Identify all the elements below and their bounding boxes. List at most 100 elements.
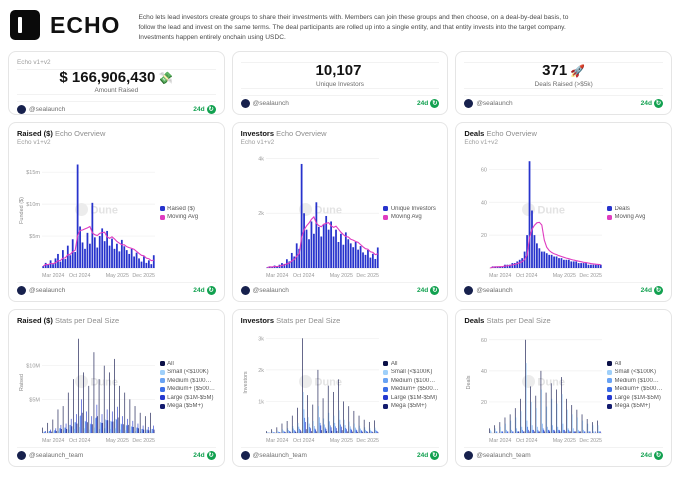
legend-item[interactable]: Medium+ ($500K-$1M) xyxy=(607,386,663,392)
refresh-age-label: 24d xyxy=(416,286,429,294)
avatar xyxy=(240,98,250,108)
legend-swatch-icon xyxy=(159,403,165,409)
card-footer: @sealaunch 24d ↻ xyxy=(240,281,440,295)
legend-item[interactable]: Medium+ ($500K-$1M) xyxy=(383,386,439,392)
unique-investors-value: 10,107 xyxy=(315,62,362,80)
author-link[interactable]: @sealaunch_team xyxy=(17,450,83,460)
legend-item[interactable]: Deals xyxy=(607,206,663,212)
author-link[interactable]: @sealaunch_team xyxy=(464,450,531,460)
author-handle: @sealaunch_team xyxy=(476,451,531,459)
author-link[interactable]: @sealaunch_team xyxy=(240,450,307,460)
legend-item[interactable]: All xyxy=(607,361,663,367)
card-deals-raised: Deals Raised (>$5k) Echo v1+v2 Summary 3… xyxy=(455,50,672,115)
refresh-age-label: 24d xyxy=(416,451,429,459)
dashboard-header: ECHO Echo lets lead investors create gro… xyxy=(8,6,672,51)
legend-item[interactable]: Medium ($100K-$500K) xyxy=(383,378,439,384)
refresh-age-badge[interactable]: 24d ↻ xyxy=(193,285,216,295)
chart-legend: All Small (<$100K) Medium ($100K-$500K) Med… xyxy=(158,327,216,444)
card-deals-overview-chart: Deals Echo Overview Echo v1+v2 20 40 60 Dun… xyxy=(455,121,672,302)
card-footer: @sealaunch_team 24d ↻ xyxy=(464,446,663,460)
legend-item[interactable]: Small (<$100K) xyxy=(607,369,663,375)
author-link[interactable]: @sealaunch xyxy=(464,285,513,295)
legend-label: Small (<$100K) xyxy=(167,369,209,376)
legend-label: Medium+ ($500K-$1M) xyxy=(614,386,663,393)
legend-item[interactable]: Large ($1M-$5M) xyxy=(607,395,663,401)
author-handle: @sealaunch xyxy=(252,286,289,294)
legend-item[interactable]: Mega ($5M+) xyxy=(607,403,663,409)
card-title[interactable]: Deals xyxy=(464,128,485,138)
refresh-age-label: 24d xyxy=(416,99,429,107)
legend-item[interactable]: Large ($1M-$5M) xyxy=(383,395,439,401)
author-link[interactable]: @sealaunch xyxy=(464,98,513,108)
refresh-age-badge[interactable]: 24d ↻ xyxy=(193,105,216,115)
legend-item[interactable]: Small (<$100K) xyxy=(383,369,439,375)
legend-item[interactable]: All xyxy=(159,361,216,367)
legend-swatch-icon xyxy=(159,214,165,220)
investors-overview-chart[interactable]: 2k 4k Dune Mar 2024 Oct 2024 May 2025 Dec 2025 xyxy=(241,148,382,279)
card-title[interactable]: Deals xyxy=(464,315,485,325)
refresh-age-badge[interactable]: 24d ↻ xyxy=(641,285,663,295)
refresh-age-badge[interactable]: 24d ↻ xyxy=(416,450,440,460)
legend-swatch-icon xyxy=(383,403,389,409)
legend-item[interactable]: Medium ($100K-$500K) xyxy=(159,378,216,384)
card-title[interactable]: Raised ($) xyxy=(17,315,53,325)
raised-per-deal-size-chart[interactable]: $5M $10M Raised Dune Mar 2024 Oct 2024 May 202… xyxy=(17,327,158,444)
legend-item[interactable]: Medium+ ($500K-$1M) xyxy=(159,386,216,392)
legend-label: Medium ($100K-$500K) xyxy=(614,377,663,384)
card-title[interactable]: Deals Raised (>$5k) xyxy=(464,58,535,59)
legend-item[interactable]: Mega ($5M+) xyxy=(383,403,439,409)
chart-legend: All Small (<$100K) Medium ($100K-$500K) Med… xyxy=(381,327,439,444)
rocket-emoji: 🚀 xyxy=(570,64,586,79)
investors-per-deal-size-chart[interactable]: 1k 2k 3k Investors Dune Mar 2024 Oct 2024 May 2… xyxy=(241,327,382,444)
svg-text:2k: 2k xyxy=(258,211,264,217)
stat-label: Deals Raised (>$5k) xyxy=(534,80,593,88)
raised-overview-chart[interactable]: $5m $10m $15m Funded ($) Dune Mar 2024 Oct 202… xyxy=(17,148,158,279)
card-header: Deals Echo Overview xyxy=(464,129,663,138)
svg-text:May 2025: May 2025 xyxy=(553,273,576,279)
refresh-age-badge[interactable]: 24d ↻ xyxy=(641,98,663,108)
svg-text:Dune: Dune xyxy=(538,204,566,216)
svg-text:$10M: $10M xyxy=(26,363,40,369)
stat-value: 10,107 xyxy=(315,62,365,80)
refresh-age-badge[interactable]: 24d ↻ xyxy=(416,98,440,108)
deals-per-deal-size-chart[interactable]: 20 40 60 Deals Dune Mar 2024 Oct 2024 May 2025 D… xyxy=(464,327,605,443)
card-title-context: Echo v1+v2 Summary xyxy=(537,58,611,59)
svg-text:Mar 2024: Mar 2024 xyxy=(42,273,64,279)
card-title[interactable]: Unique Investors xyxy=(241,58,302,59)
chart-row: $5m $10m $15m Funded ($) Dune Mar 2024 Oct 202… xyxy=(17,148,216,279)
card-amount-raised: Amount Raised Echo Overview Echo v1+v2 $… xyxy=(8,50,225,115)
legend-item[interactable]: Mega ($5M+) xyxy=(159,403,216,409)
legend-item[interactable]: Medium ($100K-$500K) xyxy=(607,378,663,384)
chart-svg: 2k 4k Dune Mar 2024 Oct 2024 May 2025 Dec 2025 xyxy=(258,156,379,279)
legend-item[interactable]: Moving Avg xyxy=(607,214,663,220)
legend-item[interactable]: Moving Avg xyxy=(383,214,439,220)
refresh-age-badge[interactable]: 24d ↻ xyxy=(193,450,216,460)
card-title[interactable]: Investors xyxy=(240,128,275,138)
svg-text:40: 40 xyxy=(481,200,487,206)
card-footer: @sealaunch 24d ↻ xyxy=(17,101,216,115)
card-title[interactable]: Raised ($) xyxy=(17,128,53,138)
legend-item[interactable]: Moving Avg xyxy=(159,214,216,220)
author-link[interactable]: @sealaunch xyxy=(240,98,289,108)
deals-overview-chart[interactable]: 20 40 60 Dune Mar 2024 Oct 2024 May 2025 Dec 20… xyxy=(464,148,605,279)
legend-label: Mega ($5M+) xyxy=(390,403,427,410)
card-title[interactable]: Investors xyxy=(240,315,275,325)
legend-label: Small (<$100K) xyxy=(390,369,433,376)
author-link[interactable]: @sealaunch xyxy=(240,285,289,295)
card-title-context: Echo Overview xyxy=(54,128,106,138)
card-footer: @sealaunch 24d ↻ xyxy=(240,94,440,108)
chart-legend: Raised ($) Moving Avg xyxy=(158,148,216,279)
legend-item[interactable]: Unique Investors xyxy=(383,206,439,212)
avatar xyxy=(17,450,26,460)
legend-item[interactable]: Small (<$100K) xyxy=(159,369,216,376)
legend-item[interactable]: Raised ($) xyxy=(159,206,216,212)
author-link[interactable]: @sealaunch xyxy=(17,285,65,295)
refresh-age-label: 24d xyxy=(193,451,205,459)
svg-text:Mar 2024: Mar 2024 xyxy=(266,273,288,279)
legend-item[interactable]: All xyxy=(383,361,439,367)
legend-item[interactable]: Large ($1M-$5M) xyxy=(159,395,216,401)
refresh-age-badge[interactable]: 24d ↻ xyxy=(416,285,440,295)
author-link[interactable]: @sealaunch xyxy=(17,105,65,115)
refresh-age-badge[interactable]: 24d ↻ xyxy=(641,450,663,460)
